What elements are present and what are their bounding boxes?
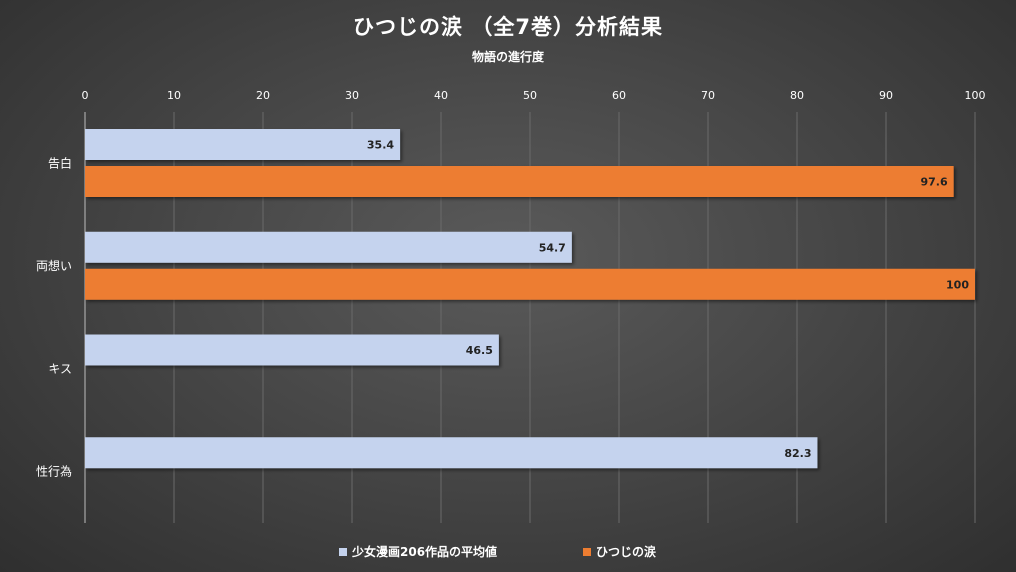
category-label: キス bbox=[48, 362, 72, 376]
legend-label-hitsuji: ひつじの涙 bbox=[596, 545, 657, 559]
category-label: 性行為 bbox=[36, 465, 72, 479]
data-label: 46.5 bbox=[466, 344, 493, 357]
x-tick-label: 30 bbox=[345, 89, 359, 102]
x-tick-label: 90 bbox=[879, 89, 893, 102]
legend-swatch-hitsuji bbox=[583, 547, 591, 556]
x-tick-label: 50 bbox=[523, 89, 537, 102]
bar-average bbox=[85, 231, 572, 263]
legend-swatch-average bbox=[339, 547, 347, 556]
bar-hitsuji bbox=[85, 166, 954, 197]
data-label: 35.4 bbox=[367, 139, 394, 152]
x-tick-label: 40 bbox=[434, 89, 448, 102]
bar-average bbox=[85, 129, 401, 160]
legend-item-hitsuji: ひつじの涙 bbox=[583, 543, 656, 560]
bar-average bbox=[85, 437, 818, 469]
x-tick-label: 80 bbox=[790, 89, 804, 102]
category-label: 告白 bbox=[48, 155, 72, 170]
legend-label-average: 少女漫画206作品の平均値 bbox=[352, 545, 498, 559]
chart-title: ひつじの涙 （全7巻）分析結果 bbox=[353, 15, 663, 39]
data-label: 100 bbox=[946, 278, 969, 291]
chart-subtitle: 物語の進行度 bbox=[471, 50, 544, 64]
category-label: 両想い bbox=[36, 258, 72, 273]
x-tick-label: 20 bbox=[256, 89, 270, 102]
x-tick-label: 10 bbox=[167, 89, 181, 102]
bar-average bbox=[85, 334, 499, 366]
data-label: 97.6 bbox=[920, 176, 947, 189]
x-tick-label: 70 bbox=[701, 89, 715, 102]
bar-hitsuji bbox=[85, 268, 975, 300]
data-label: 54.7 bbox=[539, 241, 566, 254]
x-tick-label: 0 bbox=[82, 89, 89, 102]
data-label: 82.3 bbox=[784, 447, 811, 460]
x-tick-label: 100 bbox=[965, 89, 986, 102]
legend-item-average: 少女漫画206作品の平均値 bbox=[339, 543, 497, 560]
x-tick-label: 60 bbox=[612, 89, 626, 102]
